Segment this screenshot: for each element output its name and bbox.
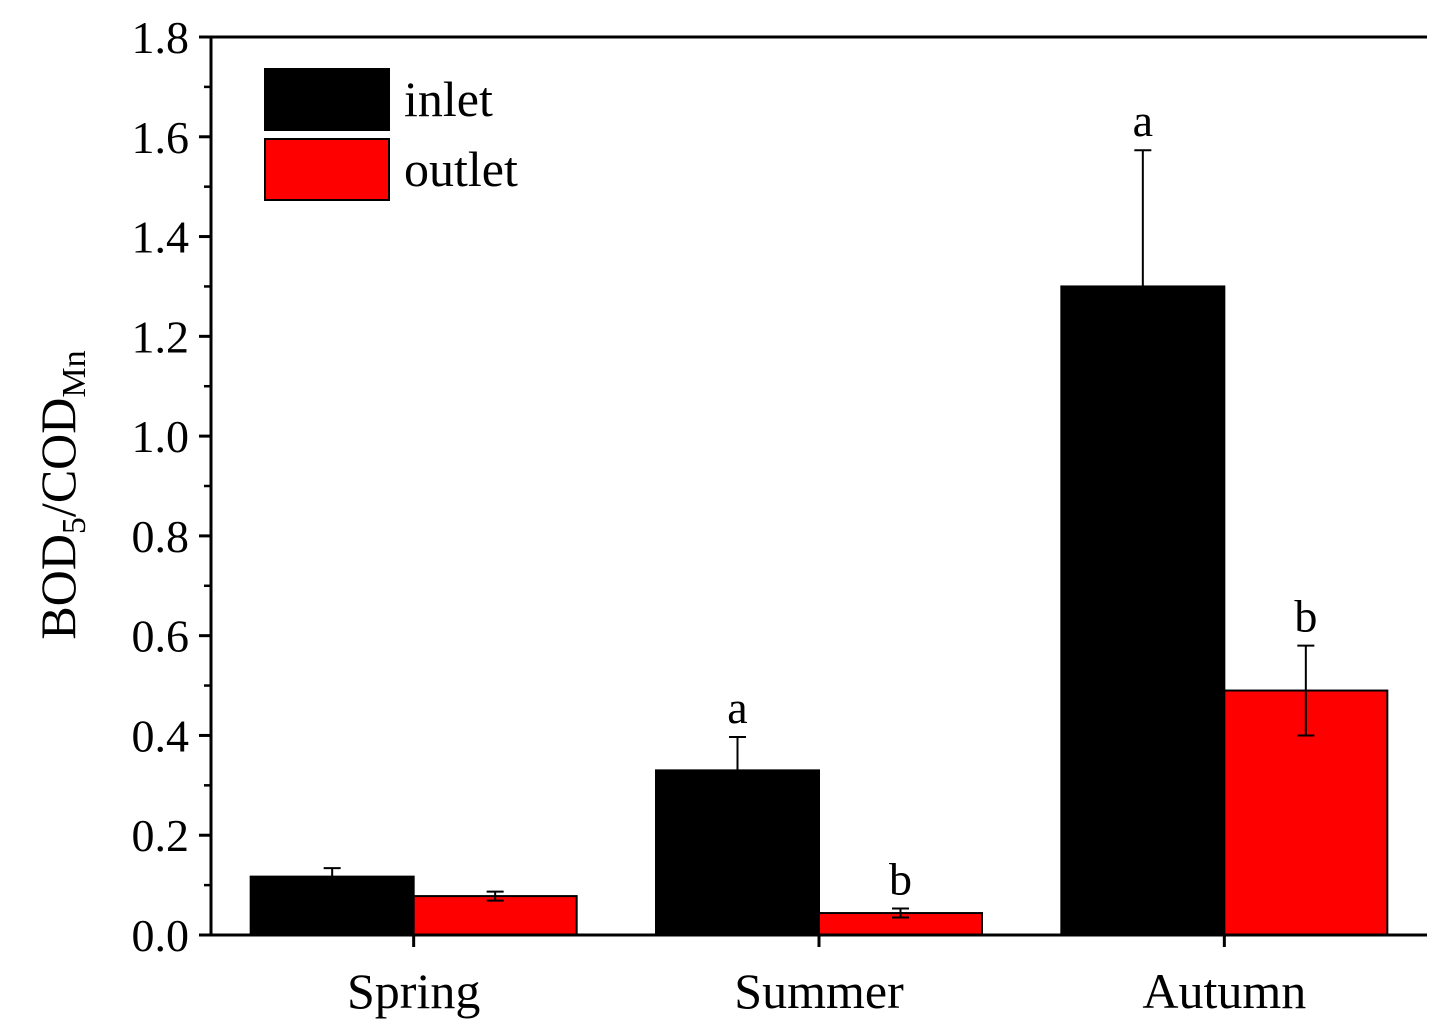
x-tick-label-spring: Spring [347, 963, 480, 1019]
y-tick-label-0.0: 0.0 [132, 910, 190, 961]
significance-outlet-autumn: b [1294, 591, 1317, 642]
significance-outlet-summer: b [889, 854, 912, 905]
legend-swatch-outlet [264, 138, 390, 201]
y-axis-label-sub2: Mn [56, 350, 93, 397]
legend-label-inlet: inlet [404, 71, 493, 127]
y-tick-label-0.8: 0.8 [132, 511, 190, 562]
y-tick-label-0.4: 0.4 [132, 710, 190, 761]
legend-label-outlet: outlet [404, 141, 518, 197]
y-axis-label-mid: /COD [30, 398, 86, 517]
y-tick-label-0.2: 0.2 [132, 810, 190, 861]
significance-inlet-autumn: a [1133, 95, 1153, 146]
y-tick-label-0.6: 0.6 [132, 611, 190, 662]
bars [249, 285, 1389, 937]
y-axis-label-main: BOD [30, 534, 86, 640]
legend: inlet outlet [264, 68, 518, 201]
significance-labels: a a b b [727, 95, 1317, 904]
y-tick-label-1.8: 1.8 [132, 12, 190, 63]
y-axis-label-sub1: 5 [56, 517, 93, 534]
bar-outlet-spring [412, 895, 578, 937]
legend-swatch-inlet [264, 68, 390, 131]
y-tick-label-1.4: 1.4 [132, 212, 190, 263]
y-tick-label-1.6: 1.6 [132, 112, 190, 163]
x-tick-label-summer: Summer [734, 963, 904, 1019]
x-tick-label-autumn: Autumn [1142, 963, 1306, 1019]
significance-inlet-summer: a [727, 682, 747, 733]
y-axis-label: BOD5/CODMn [30, 350, 93, 639]
y-tick-label-1.2: 1.2 [132, 311, 190, 362]
y-tick-label-1.0: 1.0 [132, 411, 190, 462]
axes: 0.0 0.2 0.4 0.6 0.8 1.0 1.2 1.4 1.6 1.8 Spring Summ… [132, 12, 1427, 1019]
bar-inlet-spring [249, 875, 415, 937]
error-bars [323, 149, 1315, 919]
